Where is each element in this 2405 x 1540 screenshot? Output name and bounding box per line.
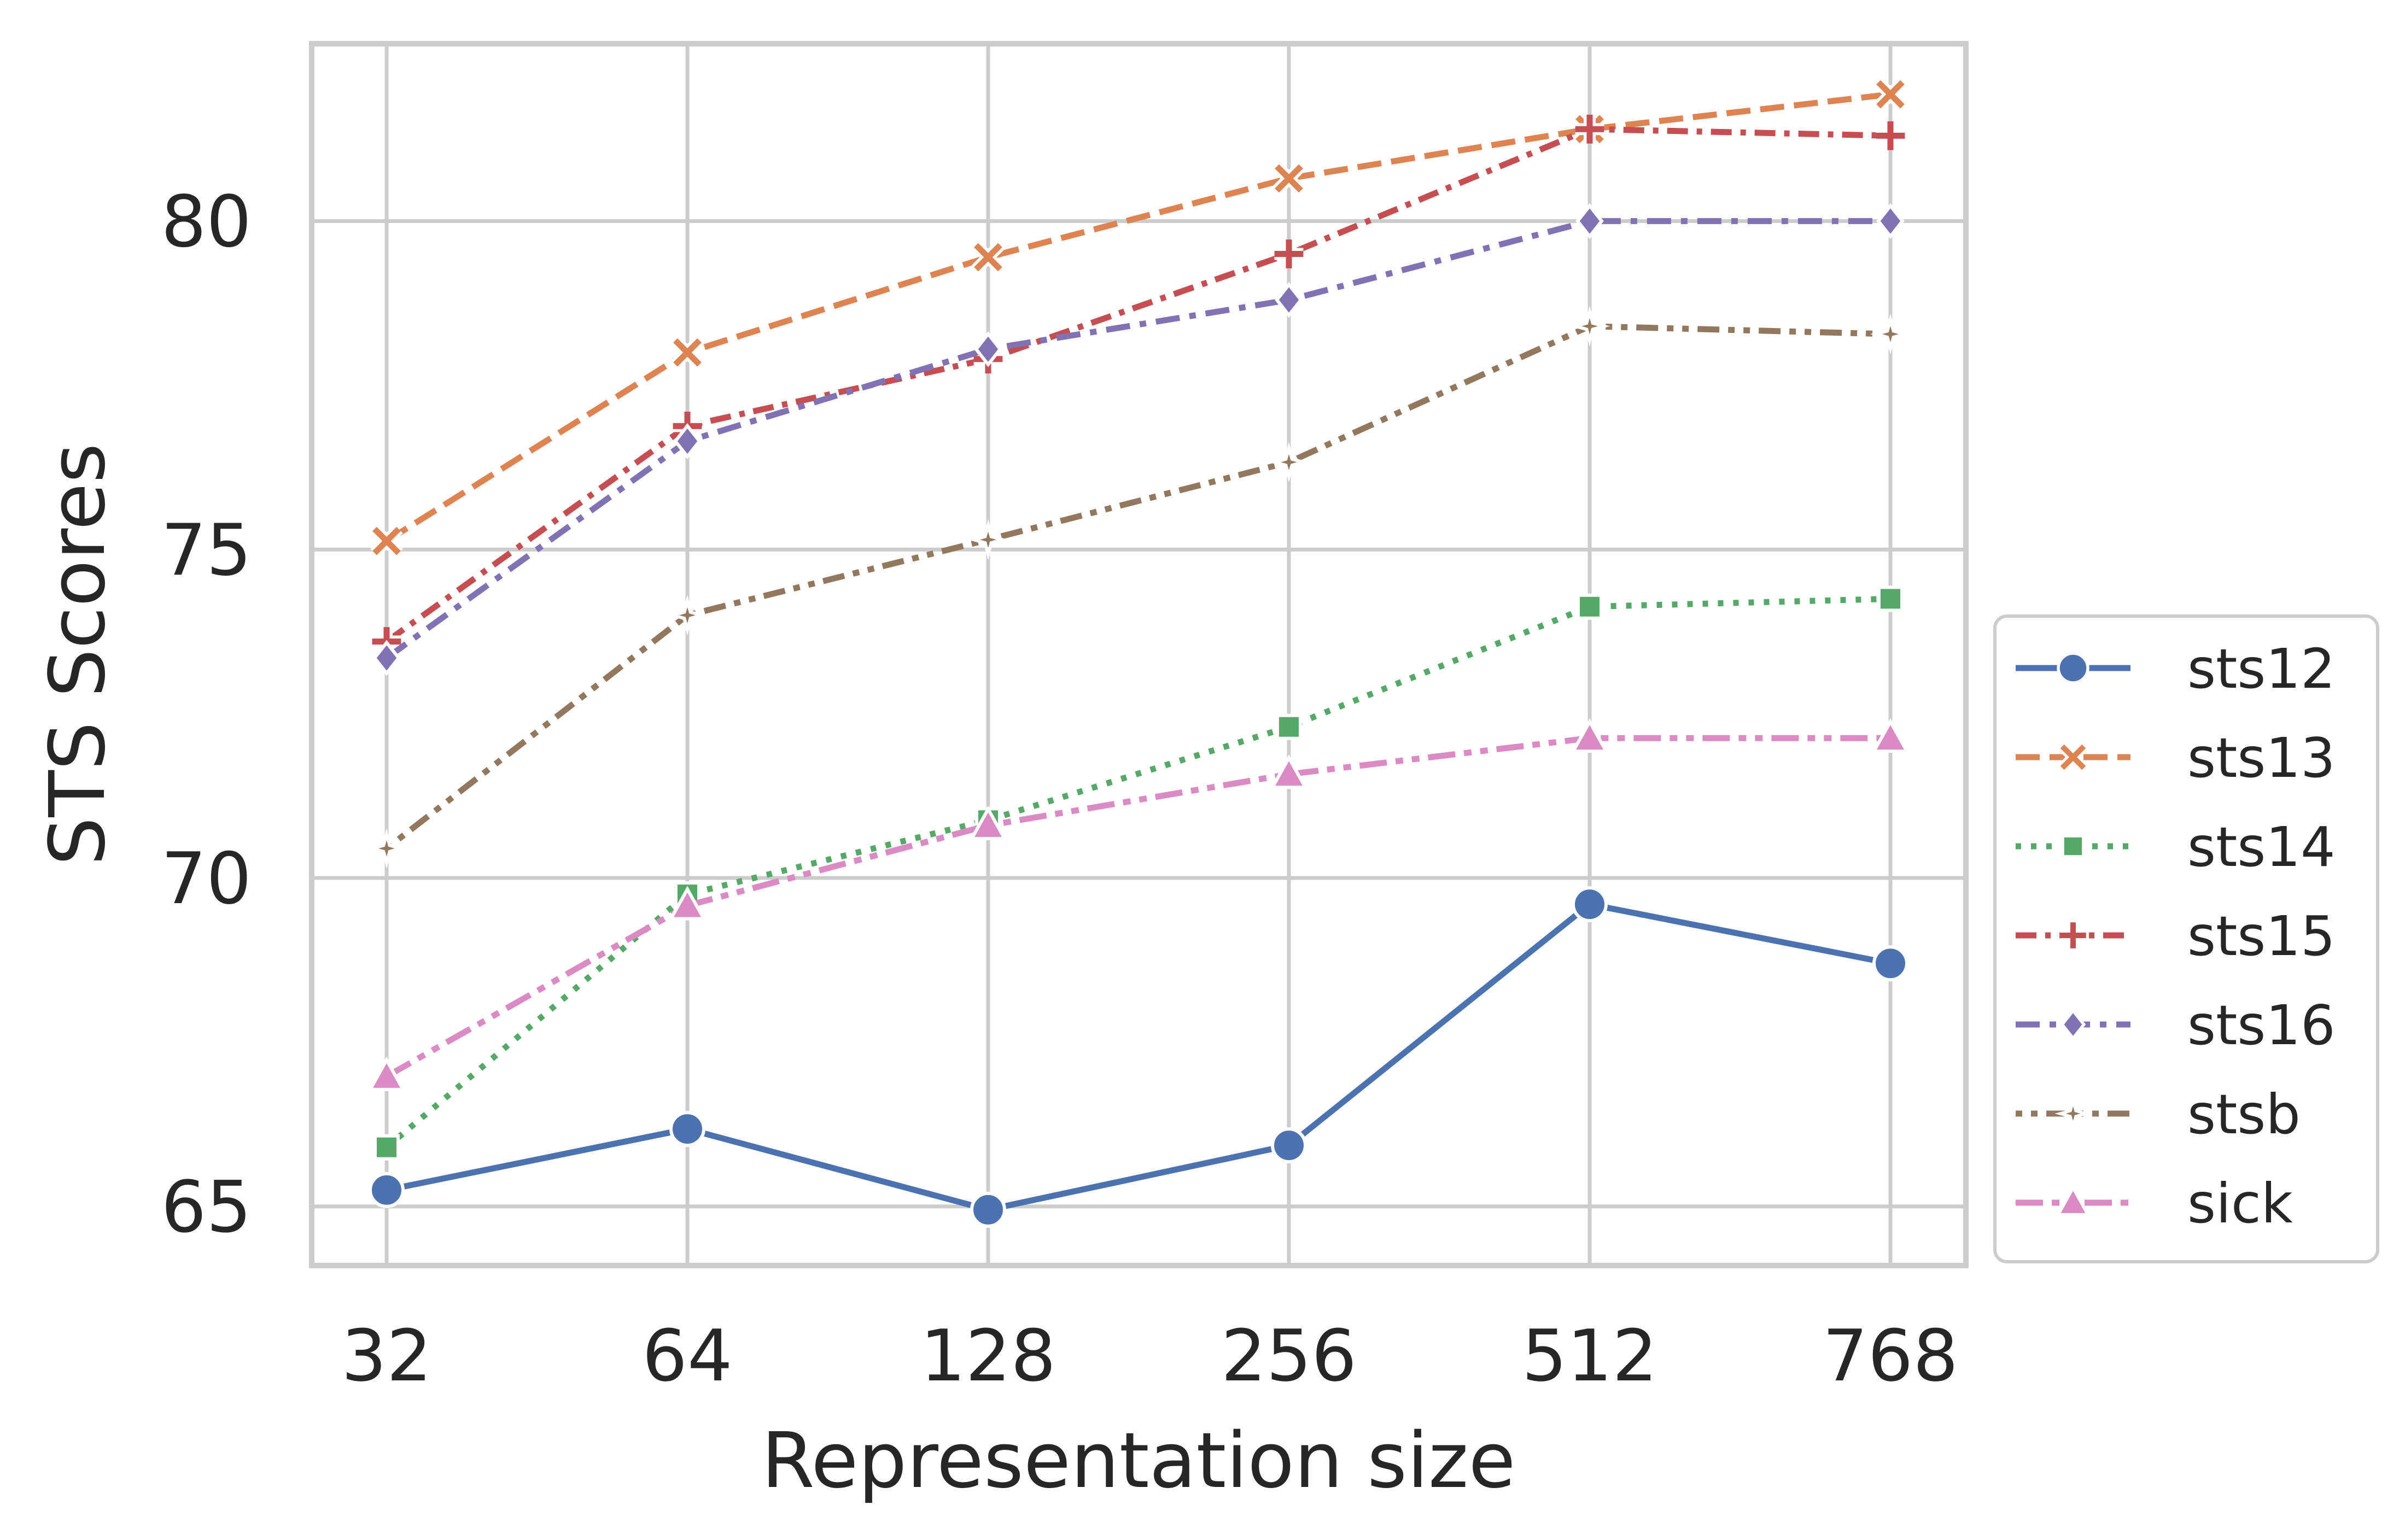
tick-labels: 32 64 128 256 512 768 65 70 75 80 <box>161 180 1958 1397</box>
data-point-sts14 <box>373 1134 400 1161</box>
x-axis-title: Representation size <box>761 1416 1515 1506</box>
grid-lines <box>312 44 1966 1266</box>
data-point-sts15 <box>1274 239 1304 268</box>
data-point-sts13 <box>671 336 704 369</box>
data-point-sts13 <box>972 241 1005 274</box>
y-tick-label: 80 <box>161 180 252 263</box>
series-line-sick <box>385 735 1890 1079</box>
legend-label-sick: sick <box>2187 1172 2293 1235</box>
legend-marker-sts15 <box>2060 922 2086 948</box>
y-tick-label: 70 <box>161 837 252 920</box>
data-point-sts14 <box>1577 593 1603 620</box>
legend-label-sts13: sts13 <box>2187 726 2336 790</box>
plot-area-frame <box>309 41 1969 1268</box>
series-sts16 <box>372 203 1905 676</box>
data-point-sts12 <box>669 1111 705 1147</box>
data-point-sts14 <box>1276 713 1302 740</box>
data-point-stsb <box>1870 313 1911 355</box>
legend-label-sts16: sts16 <box>2187 993 2336 1057</box>
data-point-sts16 <box>1575 203 1604 239</box>
legend-entry-sts14: sts14 <box>2016 815 2336 879</box>
series-line-stsb <box>384 323 1891 851</box>
legend-entry-sts16: sts16 <box>2016 993 2336 1057</box>
series-line-sts15 <box>384 126 1891 644</box>
data-point-sts16 <box>673 423 702 459</box>
legend-label-sts14: sts14 <box>2187 815 2336 879</box>
data-point-sts15 <box>1575 114 1604 144</box>
data-point-sts14 <box>1877 585 1904 612</box>
data-point-stsb <box>1569 306 1610 347</box>
data-point-sick <box>367 1056 406 1091</box>
legend-label-sts15: sts15 <box>2187 904 2336 968</box>
x-tick-label: 128 <box>920 1314 1056 1397</box>
y-axis-title: STS Scores <box>33 443 122 866</box>
series-line-sts12 <box>386 901 1892 1213</box>
legend-marker-sts13 <box>2058 742 2088 772</box>
x-tick-label: 64 <box>642 1314 732 1397</box>
legend-marker-stsb <box>2054 1095 2092 1132</box>
legend-marker-sts12 <box>2057 652 2089 684</box>
series-stsb <box>366 306 1911 869</box>
x-tick-label: 256 <box>1221 1314 1357 1397</box>
data-point-sick <box>968 805 1008 840</box>
data-point-sts12 <box>970 1191 1006 1228</box>
data-point-sts16 <box>974 331 1002 367</box>
legend-entry-sts15: sts15 <box>2016 904 2336 968</box>
series-line-sts13 <box>385 91 1891 544</box>
legend-entry-sts13: sts13 <box>2016 726 2336 790</box>
legend-frame <box>1993 614 2379 1263</box>
data-point-sts15 <box>1876 121 1905 150</box>
legend-label-stsb: stsb <box>2187 1082 2301 1146</box>
x-tick-label: 768 <box>1823 1314 1958 1397</box>
legend-label-sts12: sts12 <box>2187 637 2336 701</box>
data-point-sts13 <box>1874 78 1907 111</box>
data-point-sts13 <box>1272 162 1305 195</box>
legend-entry-sts12: sts12 <box>2016 637 2336 701</box>
y-tick-label: 65 <box>161 1166 252 1249</box>
series-layer <box>366 78 1911 1228</box>
series-line-sts14 <box>384 595 1891 1150</box>
data-point-sick <box>668 886 707 921</box>
y-tick-label: 75 <box>161 508 252 592</box>
x-tick-label: 512 <box>1522 1314 1657 1397</box>
data-point-sts12 <box>369 1172 405 1208</box>
data-point-sts13 <box>370 524 403 558</box>
data-point-sick <box>1269 754 1309 789</box>
data-point-stsb <box>1268 442 1310 483</box>
legend-marker-sts14 <box>2061 834 2085 858</box>
data-point-sick <box>1570 718 1609 753</box>
legend-marker-sick <box>2056 1185 2091 1216</box>
data-point-sick <box>1871 718 1910 753</box>
data-point-sts16 <box>1876 203 1905 239</box>
legend-marker-sts16 <box>2060 1008 2086 1041</box>
legend-entry-sick: sick <box>2016 1172 2293 1235</box>
legend: sts12 sts13 sts14 sts15 sts16 stsb sick <box>1993 614 2379 1263</box>
data-point-sts16 <box>1275 282 1303 318</box>
series-line-sts16 <box>384 218 1890 660</box>
data-point-stsb <box>967 519 1009 560</box>
data-point-stsb <box>667 595 708 636</box>
series-sts12 <box>369 886 1908 1228</box>
data-point-sts12 <box>1271 1127 1307 1164</box>
data-point-sts16 <box>372 640 401 676</box>
legend-entry-stsb: stsb <box>2016 1082 2301 1146</box>
x-tick-label: 32 <box>341 1314 431 1397</box>
data-point-sts12 <box>1572 886 1608 923</box>
data-point-sts12 <box>1872 945 1908 982</box>
data-point-stsb <box>366 828 407 869</box>
series-sick <box>367 718 1910 1091</box>
